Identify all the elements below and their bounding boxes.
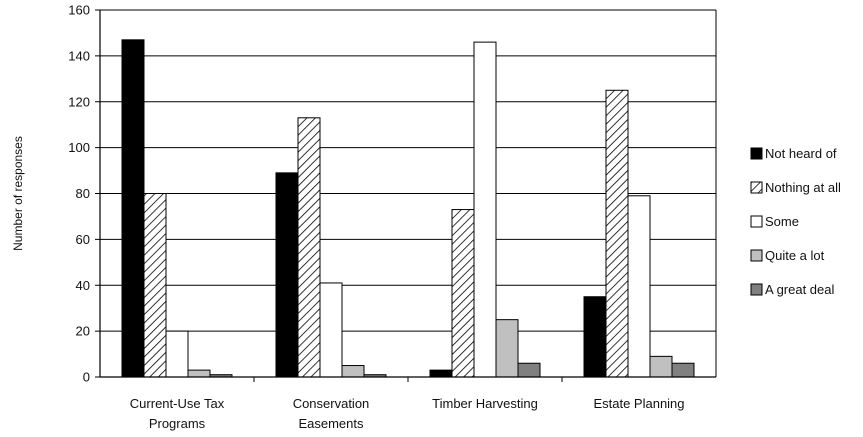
category-label: Conservation Easements	[293, 396, 370, 431]
category-label: Estate Planning	[593, 396, 684, 411]
legend-swatch	[750, 249, 763, 262]
bar-quite-a-lot	[341, 365, 365, 378]
bar-some	[473, 41, 497, 378]
y-tick-label: 80	[76, 186, 90, 201]
y-tick-label: 40	[76, 278, 90, 293]
legend-label: Quite a lot	[765, 248, 825, 263]
bar-not-heard-of	[429, 369, 453, 378]
bar-not-heard-of	[121, 39, 145, 378]
category-label-line: Conservation	[293, 396, 370, 411]
bar-a-great-deal	[517, 362, 541, 378]
category-label: Timber Harvesting	[432, 396, 538, 411]
bar-a-great-deal	[671, 362, 695, 378]
legend-label: Some	[765, 214, 799, 229]
bar-quite-a-lot	[187, 369, 211, 378]
bar-not-heard-of	[275, 172, 299, 378]
bar-nothing-at-all	[143, 193, 167, 378]
legend-label: A great deal	[765, 282, 834, 297]
legend-swatch	[750, 215, 763, 228]
legend-swatch	[750, 147, 763, 160]
bar-some	[165, 330, 189, 378]
bar-some	[319, 282, 343, 378]
category-label-line: Current-Use Tax	[130, 396, 225, 411]
y-tick-label: 60	[76, 232, 90, 247]
bar-nothing-at-all	[605, 89, 629, 378]
y-tick-label: 100	[68, 140, 90, 155]
bar-quite-a-lot	[649, 355, 673, 378]
category-label-line: Timber Harvesting	[432, 396, 538, 411]
legend-swatch	[750, 181, 763, 194]
bar-quite-a-lot	[495, 319, 519, 378]
y-tick-label: 140	[68, 48, 90, 63]
legend-label: Nothing at all	[765, 180, 841, 195]
category-label-line: Estate Planning	[593, 396, 684, 411]
y-axis-title: Number of responses	[11, 136, 25, 251]
category-label: Current-Use Tax Programs	[130, 396, 225, 431]
y-tick-label: 20	[76, 324, 90, 339]
y-tick-label: 120	[68, 94, 90, 109]
legend-label: Not heard of	[765, 146, 837, 161]
bar-some	[627, 195, 651, 378]
y-tick-label: 160	[68, 3, 90, 18]
category-label-line: Programs	[149, 416, 206, 431]
bar-not-heard-of	[583, 296, 607, 378]
bar-nothing-at-all	[451, 209, 475, 378]
category-label-line: Easements	[298, 416, 364, 431]
y-tick-label: 0	[83, 370, 90, 385]
bar-nothing-at-all	[297, 117, 321, 378]
legend-swatch	[750, 283, 763, 296]
